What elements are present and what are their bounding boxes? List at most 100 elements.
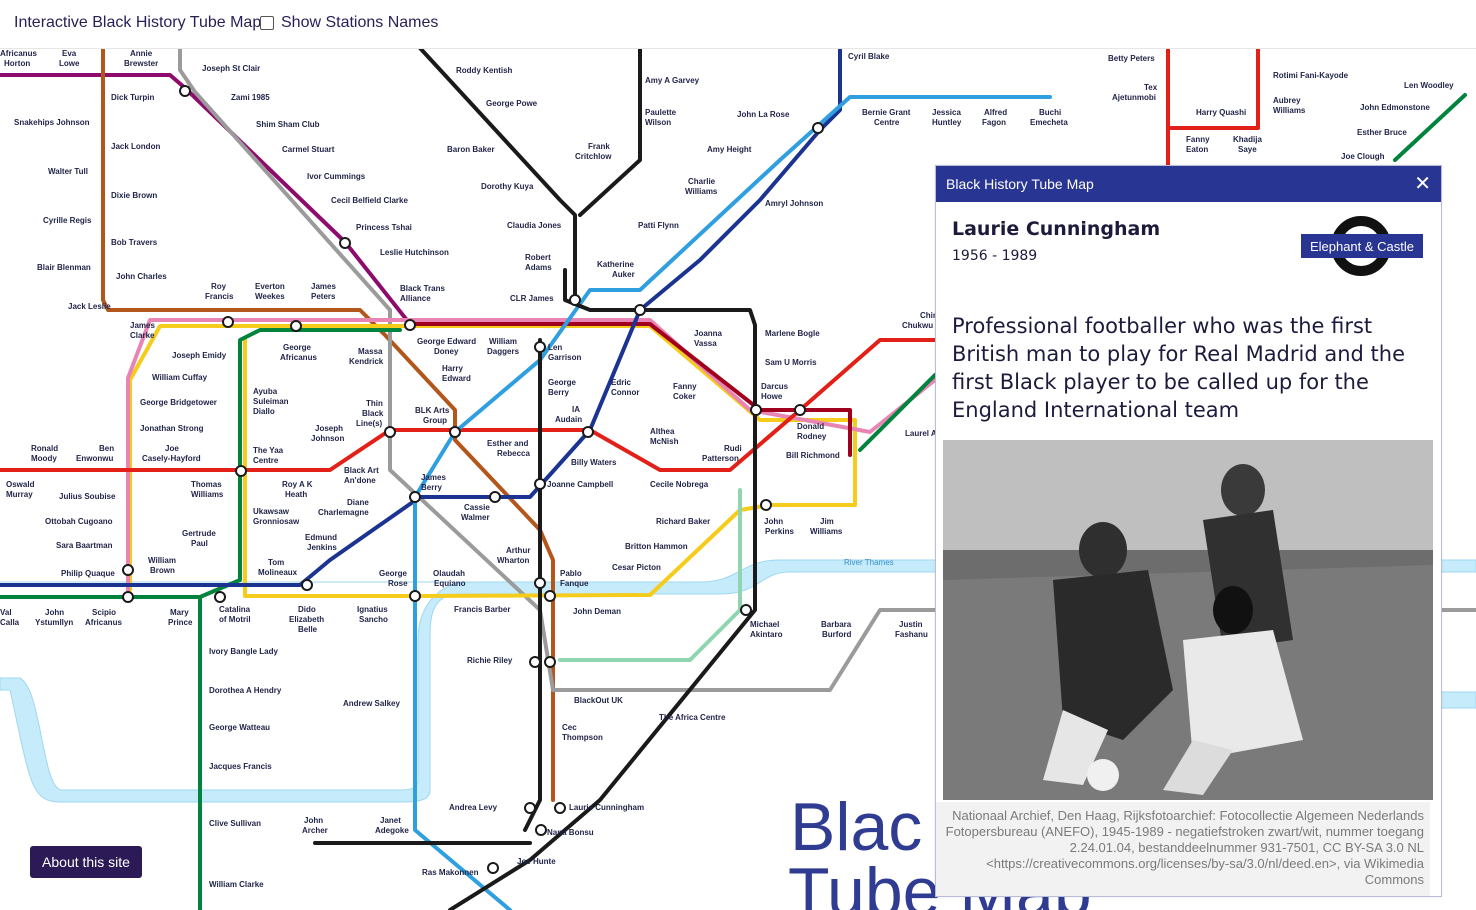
svg-text:Len Woodley: Len Woodley [1404,81,1454,90]
svg-text:George Edward: George Edward [417,337,476,346]
svg-text:Bob Travers: Bob Travers [111,238,158,247]
svg-text:Zami 1985: Zami 1985 [231,93,270,102]
svg-text:Nana Bonsu: Nana Bonsu [547,828,594,837]
svg-text:John: John [304,816,323,825]
svg-text:Jim: Jim [820,517,834,526]
svg-text:Berry: Berry [421,483,442,492]
svg-text:Esther and: Esther and [487,439,528,448]
svg-text:Berry: Berry [548,388,569,397]
svg-text:Thin: Thin [366,399,383,408]
svg-text:Joanne Campbell: Joanne Campbell [547,480,613,489]
svg-text:George: George [548,378,577,387]
svg-text:Francis: Francis [205,292,234,301]
app-title: Interactive Black History Tube Map [14,14,262,31]
svg-text:Diallo: Diallo [253,407,275,416]
svg-text:Heath: Heath [285,490,307,499]
svg-text:Rudi: Rudi [724,444,742,453]
show-station-names-label[interactable]: Show Stations Names [281,14,439,31]
svg-text:John Deman: John Deman [573,607,621,616]
station-info-panel: Black History Tube Map ✕ Laurie Cunningh… [935,165,1442,897]
svg-text:Black: Black [362,409,384,418]
svg-text:Johnson: Johnson [311,434,344,443]
svg-text:Clive Sullivan: Clive Sullivan [209,819,261,828]
svg-text:BlackOut UK: BlackOut UK [574,696,623,705]
show-station-names-checkbox[interactable] [260,16,274,30]
svg-text:Weekes: Weekes [255,292,285,301]
show-station-names-toggle[interactable]: Show Stations Names [260,14,438,32]
svg-text:Line(s): Line(s) [356,419,383,428]
svg-text:Africanus: Africanus [85,618,122,627]
svg-text:Adegoke: Adegoke [375,826,409,835]
svg-text:Chukwu: Chukwu [902,321,933,330]
svg-text:The Yaa: The Yaa [253,446,284,455]
svg-text:Harry: Harry [442,364,463,373]
svg-text:Eva: Eva [62,49,77,58]
svg-text:Thompson: Thompson [562,733,603,742]
person-photo [943,440,1433,800]
svg-text:Garrison: Garrison [548,353,581,362]
svg-text:Roy A K: Roy A K [282,480,313,489]
svg-text:Blair Blenman: Blair Blenman [37,263,91,272]
svg-text:Janet: Janet [380,816,401,825]
svg-text:Fanque: Fanque [560,579,589,588]
river-label: River Thames [844,558,894,567]
svg-text:Rotimi Fani-Kayode: Rotimi Fani-Kayode [1273,71,1349,80]
svg-text:Black Art: Black Art [344,466,379,475]
svg-text:Philip Quaque: Philip Quaque [61,569,115,578]
panel-header: Black History Tube Map ✕ [936,166,1441,202]
svg-text:Jonathan Strong: Jonathan Strong [140,424,204,433]
svg-text:John La Rose: John La Rose [737,110,790,119]
svg-text:Francis Barber: Francis Barber [454,605,510,614]
svg-text:Alfred: Alfred [984,108,1007,117]
svg-text:Murray: Murray [6,490,33,499]
svg-text:Annie: Annie [130,49,153,58]
svg-text:Pablo: Pablo [560,569,582,578]
svg-text:Paulette: Paulette [645,108,677,117]
svg-text:Doney: Doney [434,347,459,356]
svg-text:Fanny: Fanny [1186,135,1210,144]
svg-text:Robert: Robert [525,253,551,262]
svg-text:Jessica: Jessica [932,108,961,117]
svg-text:Ystumllyn: Ystumllyn [35,618,73,627]
svg-text:Paul: Paul [191,539,208,548]
svg-text:Althea: Althea [650,427,675,436]
svg-text:Adams: Adams [525,263,552,272]
svg-text:Walter Tull: Walter Tull [48,167,88,176]
svg-text:Dorothy Kuya: Dorothy Kuya [481,182,534,191]
svg-text:Aubrey: Aubrey [1273,96,1301,105]
close-icon[interactable]: ✕ [1414,173,1431,195]
svg-text:Carmel Stuart: Carmel Stuart [282,145,335,154]
svg-text:Suleiman: Suleiman [253,397,289,406]
svg-text:Equiano: Equiano [434,579,466,588]
person-description: Professional footballer who was the firs… [952,314,1406,422]
svg-text:Burford: Burford [822,630,851,639]
svg-text:Africanus: Africanus [280,353,317,362]
svg-text:Saye: Saye [1238,145,1257,154]
person-years: 1956 - 1989 [952,248,1038,264]
svg-text:IA: IA [572,405,580,414]
svg-text:Lowe: Lowe [59,59,80,68]
svg-text:Joe: Joe [165,444,179,453]
svg-text:Jacques Francis: Jacques Francis [209,762,272,771]
svg-text:Catalina: Catalina [219,605,251,614]
top-bar: Interactive Black History Tube Map Show … [0,0,1476,49]
svg-text:Joseph Emidy: Joseph Emidy [172,351,227,360]
svg-text:Cesar Picton: Cesar Picton [612,563,661,572]
svg-text:Baron Baker: Baron Baker [447,145,495,154]
svg-text:Archer: Archer [302,826,328,835]
svg-text:Kendrick: Kendrick [349,357,384,366]
svg-text:Amy Height: Amy Height [707,145,752,154]
svg-text:George: George [283,343,312,352]
svg-text:James: James [130,321,155,330]
panel-body: Laurie Cunningham 1956 - 1989 Elephant &… [936,202,1441,456]
svg-text:Andrea Levy: Andrea Levy [449,803,498,812]
station-roundel: Elephant & Castle [1301,214,1429,290]
about-site-button[interactable]: About this site [30,846,142,878]
svg-text:Coker: Coker [673,392,696,401]
svg-text:Buchi: Buchi [1039,108,1061,117]
svg-text:Casely-Hayford: Casely-Hayford [142,454,201,463]
svg-text:Sam U Morris: Sam U Morris [765,358,817,367]
svg-text:Fanny: Fanny [673,382,697,391]
svg-text:of Motril: of Motril [219,615,251,624]
svg-text:Bill Richmond: Bill Richmond [786,451,840,460]
